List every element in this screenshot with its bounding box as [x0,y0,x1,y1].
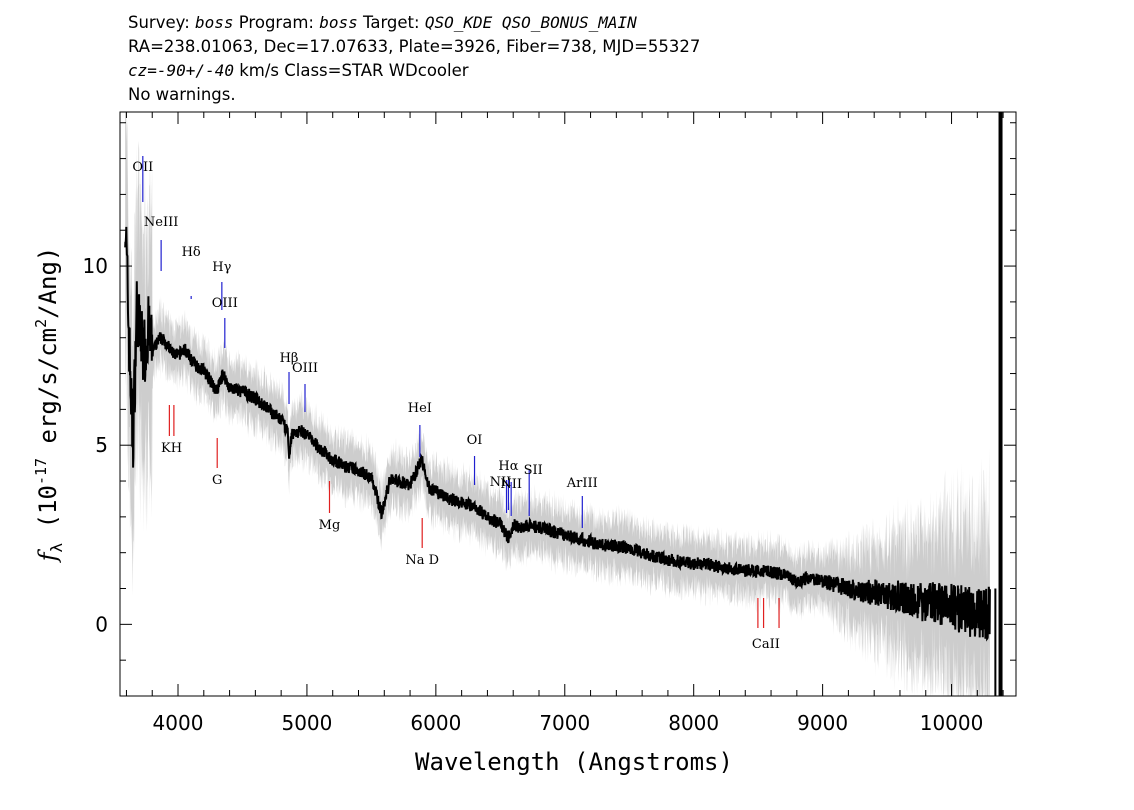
plot-frame [119,111,1017,697]
absorption-line-label: CaII [752,637,780,652]
header-line-4: No warnings. [128,85,236,104]
emission-line-label: Hδ [182,245,201,260]
header-target-label: Target: [357,13,425,32]
header-target-value: QSO_KDE QSO_BONUS_MAIN [424,13,637,32]
header-line-1: Survey: boss Program: boss Target: QSO_K… [128,11,637,34]
header-program-label: Program: [233,13,320,32]
absorption-line-label: Na D [405,553,439,568]
header-redshift: cz=-90+/-40 [128,61,234,80]
header-line-2: RA=238.01063, Dec=17.07633, Plate=3926, … [128,37,701,56]
header-survey-value: boss [195,13,234,32]
axis-labels: Wavelength (Angstroms) fλ (10-17 erg/s/cm… [32,247,733,776]
absorption-line-label: G [212,473,222,488]
error-band [125,112,990,696]
emission-line-label: Hα [498,459,518,474]
plot-border [119,111,1017,697]
header-line-3: cz=-90+/-40 km/s Class=STAR WDcooler [128,59,469,82]
header-survey-label: Survey: [128,13,195,32]
x-tick-label: 7000 [539,711,590,735]
x-tick-label: 5000 [281,711,332,735]
y-tick-label: 5 [95,433,108,457]
emission-line-label: NII [500,477,522,492]
emission-line-label: OI [467,433,483,448]
emission-line-label: NII [490,475,512,490]
emission-line-label: NeIII [144,215,178,230]
x-tick-label: 10000 [920,711,984,735]
x-tick-label: 8000 [668,711,719,735]
emission-line-label: OIII [212,296,238,311]
emission-line-label: OII [132,160,153,175]
flux-series [124,112,1003,696]
y-tick-label: 0 [95,612,108,636]
x-axis-label: Wavelength (Angstroms) [415,748,733,776]
y-tick-label: 10 [83,254,108,278]
header-program-value: boss [319,13,358,32]
absorption-line-label: KH [161,441,182,456]
absorption-line-label: Mg [319,518,341,533]
emission-line-label: ArIII [566,476,598,491]
y-axis-label: fλ (10-17 erg/s/cm2/Ang) [32,247,66,564]
emission-line-label: HeI [408,401,432,416]
flux-line [124,226,991,642]
emission-line-label: SII [524,463,543,478]
emission-line-label: Hγ [212,260,231,275]
x-tick-label: 9000 [797,711,848,735]
axis-ticks: 4000 5000 6000 7000 8000 9000 10000 0 5 10 [83,112,1016,735]
emission-line-label: OIII [292,361,318,376]
x-tick-label: 4000 [153,711,204,735]
emission-line-label: Hβ [280,351,299,366]
error-band-shape [125,112,990,696]
x-tick-label: 6000 [410,711,461,735]
header-class: km/s Class=STAR WDcooler [233,61,469,80]
